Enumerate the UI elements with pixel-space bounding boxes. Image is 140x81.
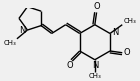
Text: O: O: [67, 61, 73, 70]
Text: O: O: [93, 2, 100, 11]
Text: N: N: [112, 28, 118, 37]
Text: O: O: [123, 48, 130, 57]
Text: N: N: [19, 26, 26, 35]
Text: N: N: [92, 61, 98, 70]
Text: CH₃: CH₃: [88, 73, 101, 79]
Text: CH₃: CH₃: [3, 40, 16, 46]
Text: CH₃: CH₃: [123, 18, 136, 24]
